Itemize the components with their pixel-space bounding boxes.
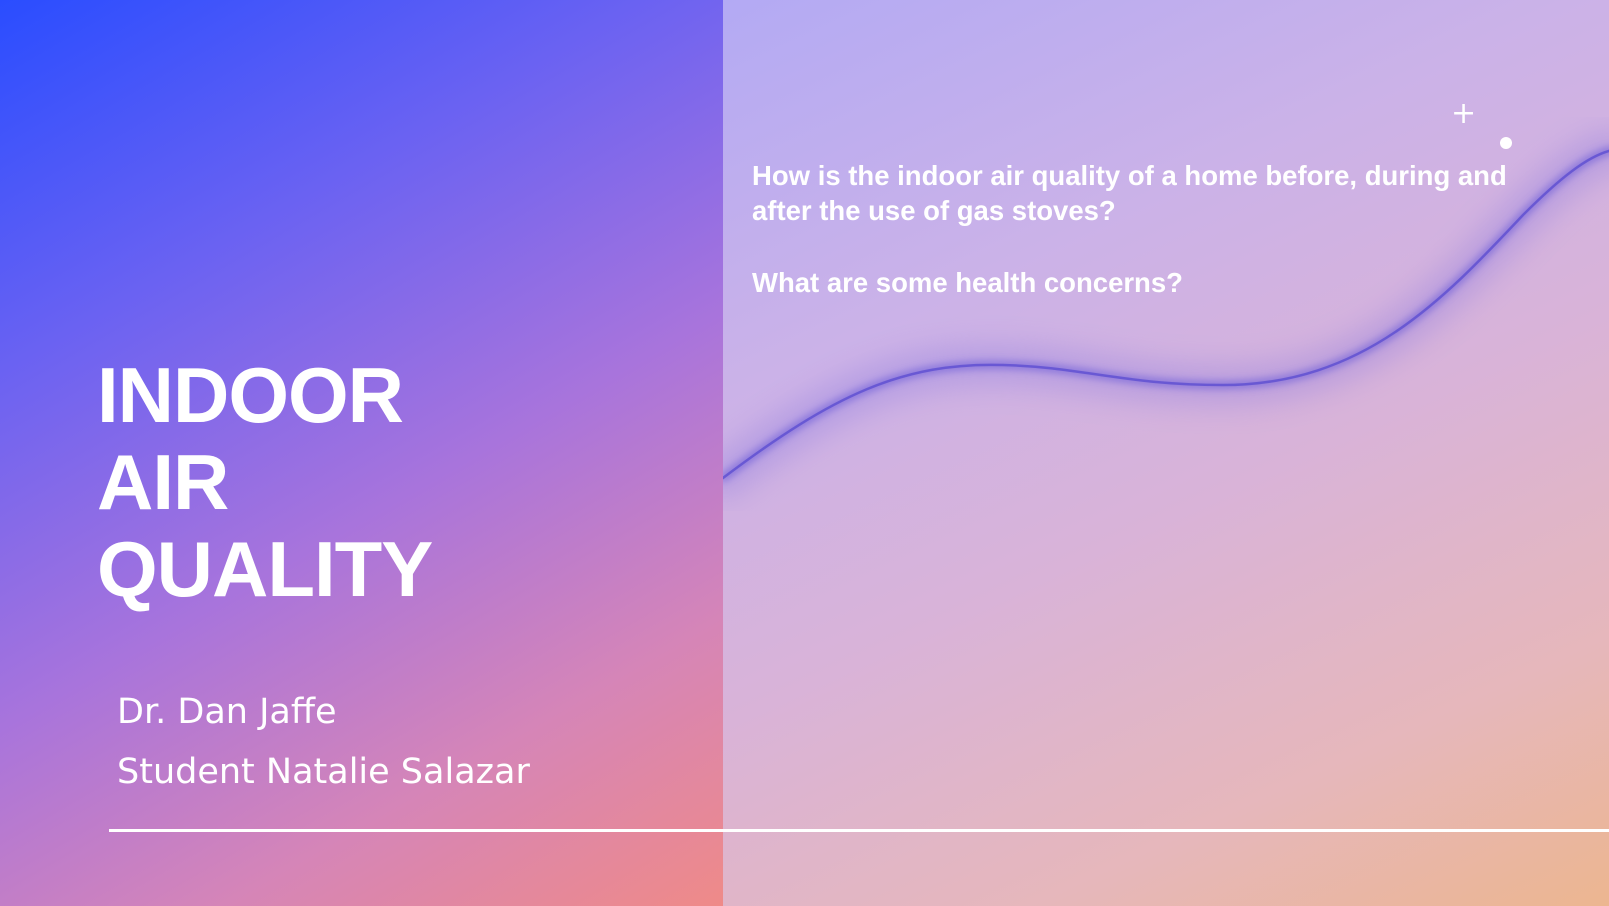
right-gradient-panel: [723, 0, 1609, 906]
author-student: Student Natalie Salazar: [117, 752, 530, 792]
title-line-air: AIR: [97, 438, 229, 526]
title-line-quality: QUALITY: [97, 525, 433, 613]
wave-line-icon: [723, 130, 1609, 498]
question-health-concerns: What are some health concerns?: [752, 267, 1183, 298]
question-gas-stoves: How is the indoor air quality of a home …: [752, 160, 1507, 226]
question-spacer: [752, 228, 1552, 265]
plus-icon: +: [1451, 96, 1477, 131]
slide-title: INDOOR AIR QUALITY: [97, 351, 433, 613]
research-questions: How is the indoor air quality of a home …: [752, 158, 1552, 300]
author-advisor: Dr. Dan Jaffe: [117, 692, 337, 732]
title-line-indoor: INDOOR: [97, 351, 404, 439]
left-gradient-panel: [0, 0, 723, 906]
dot-icon: [1500, 137, 1512, 149]
horizontal-divider: [109, 829, 1609, 832]
